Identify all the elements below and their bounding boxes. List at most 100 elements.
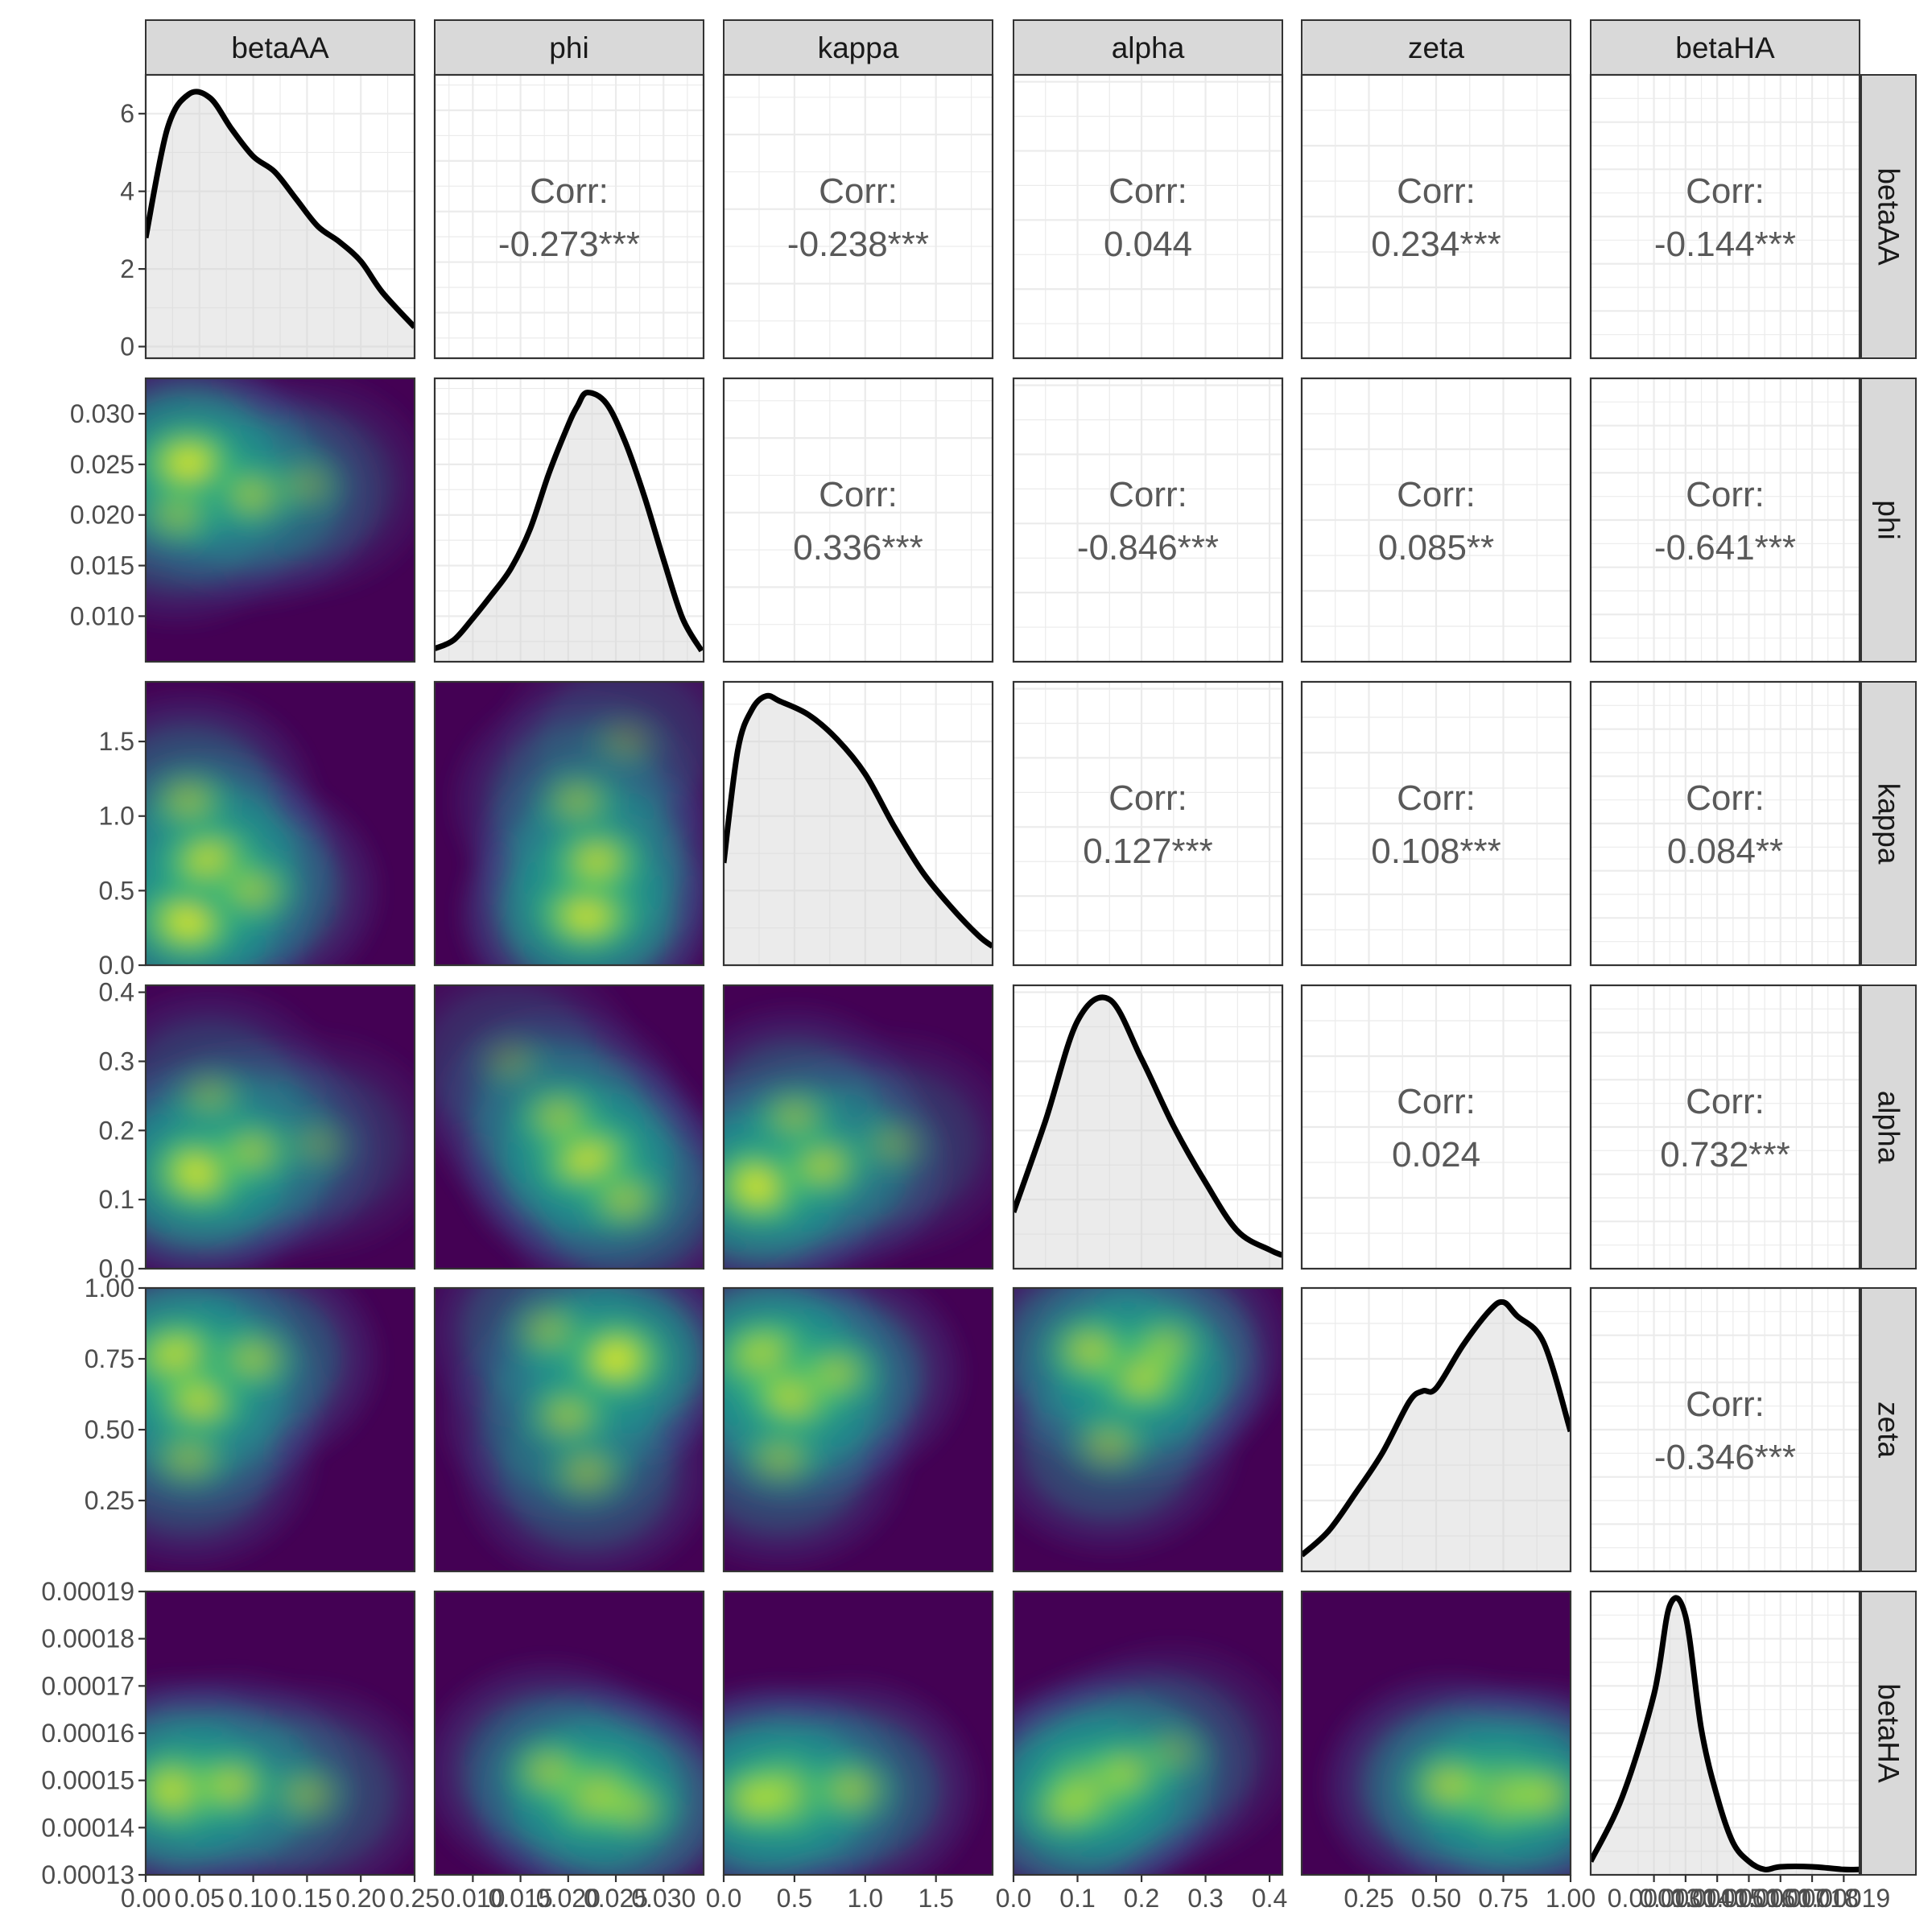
strip-right-label-betaAA: betaAA	[1872, 167, 1905, 266]
panel-border	[722, 377, 994, 663]
y-tick-label-alpha: 0.0	[99, 1254, 134, 1283]
panel-border	[1300, 984, 1572, 1270]
panel-border	[433, 73, 705, 360]
y-tick-label-alpha: 0.1	[99, 1185, 134, 1214]
strip-right-zeta	[1860, 1287, 1917, 1572]
x-tick-label-kappa: 1.5	[918, 1884, 953, 1913]
y-tick-label-phi: 0.015	[70, 551, 134, 580]
panel-betaHA-alpha	[1012, 1590, 1284, 1876]
y-tick-label-phi: 0.010	[70, 601, 134, 630]
x-tick-label-betaHA: 0.00016	[1703, 1884, 1796, 1913]
strip-top-label-betaHA: betaHA	[1675, 31, 1775, 64]
panel-phi-alpha: Corr: -0.846***	[1012, 377, 1284, 663]
y-tick-label-betaHA: 0.00016	[41, 1719, 134, 1748]
panel-alpha-phi	[433, 984, 705, 1270]
x-tick-label-alpha: 0.1	[1059, 1884, 1095, 1913]
y-tick-label-alpha: 0.3	[99, 1046, 134, 1075]
panel-betaHA-betaAA	[144, 1590, 416, 1876]
panel-betaAA-betaHA: Corr: -0.144***	[1589, 73, 1861, 360]
corr-value-betaAA-phi: -0.273***	[498, 225, 640, 264]
panel-border	[1589, 680, 1861, 967]
y-tick-label-betaHA: 0.00018	[41, 1624, 134, 1653]
x-tick-label-betaHA: 0.00018	[1765, 1884, 1859, 1913]
density-peak	[733, 1068, 856, 1166]
y-tick-label-phi: 0.025	[70, 450, 134, 479]
panel-border	[144, 377, 416, 663]
corr-label: Corr:	[1686, 171, 1765, 211]
density-peak	[1105, 1296, 1228, 1393]
y-tick-label-betaHA: 0.00013	[41, 1860, 134, 1889]
density-peak	[573, 1760, 696, 1857]
x-tick-label-betaAA: 0.10	[228, 1884, 278, 1913]
corr-value-betaAA-alpha: 0.044	[1104, 225, 1192, 264]
panel-kappa-betaHA: Corr: 0.084**	[1589, 680, 1861, 967]
density-line-betaHA	[1591, 1595, 1860, 1873]
density-peak	[456, 1018, 567, 1105]
panel-border	[1012, 1286, 1284, 1573]
corr-label: Corr:	[1108, 475, 1187, 514]
density-line-phi	[435, 390, 704, 653]
density-area-phi	[435, 392, 702, 662]
strip-top-phi	[434, 19, 704, 76]
density-peak	[146, 466, 240, 564]
y-tick-label-zeta: 1.00	[85, 1274, 134, 1302]
panel-phi-kappa: Corr: 0.336***	[722, 377, 994, 663]
corr-value-phi-zeta: 0.085**	[1378, 528, 1494, 568]
density-peak	[724, 1410, 842, 1507]
x-tick-label-alpha: 0.0	[996, 1884, 1031, 1913]
corr-value-phi-betaHA: -0.641***	[1654, 528, 1796, 568]
panel-betaHA-zeta	[1300, 1590, 1572, 1876]
panel-betaHA-kappa	[722, 1590, 994, 1876]
density-area-betaAA	[146, 91, 415, 358]
density-peak	[1048, 1395, 1171, 1492]
x-tick-label-betaAA: 0.25	[390, 1884, 440, 1913]
panel-border	[433, 377, 705, 663]
corr-value-alpha-zeta: 0.024	[1392, 1135, 1480, 1174]
y-tick-label-kappa: 0.5	[99, 876, 134, 905]
y-tick-label-zeta: 0.75	[85, 1344, 134, 1373]
corr-label: Corr:	[1686, 475, 1765, 514]
density-line-kappa	[724, 692, 993, 949]
corr-label: Corr:	[1686, 1082, 1765, 1121]
x-tick-label-kappa: 0.5	[777, 1884, 812, 1913]
corr-value-kappa-zeta: 0.108***	[1371, 832, 1501, 871]
density-area-betaHA	[1591, 1597, 1860, 1875]
panel-betaAA-kappa: Corr: -0.238***	[722, 73, 994, 360]
strip-top-label-kappa: kappa	[818, 31, 899, 64]
corr-label: Corr:	[1108, 778, 1187, 818]
y-tick-label-alpha: 0.4	[99, 978, 134, 1007]
panel-kappa-betaAA	[144, 680, 416, 967]
density-peak	[561, 1149, 690, 1251]
panel-betaAA-phi: Corr: -0.273***	[433, 73, 705, 360]
panel-border	[1300, 1286, 1572, 1573]
density-peak	[250, 440, 364, 530]
corr-label: Corr:	[819, 171, 898, 211]
corr-value-betaAA-kappa: -0.238***	[787, 225, 929, 264]
density-peak	[786, 1739, 916, 1841]
strip-right-label-kappa: kappa	[1872, 783, 1905, 865]
panel-border	[1300, 680, 1572, 967]
panel-betaAA-betaAA	[144, 73, 416, 360]
corr-label: Corr:	[1397, 778, 1476, 818]
panel-phi-betaHA: Corr: -0.641***	[1589, 377, 1861, 663]
corr-value-betaAA-zeta: 0.234***	[1371, 225, 1501, 264]
x-tick-label-phi: 0.015	[489, 1884, 553, 1913]
panel-zeta-zeta	[1300, 1286, 1572, 1573]
density-line-alpha	[1013, 994, 1282, 1258]
panel-betaHA-betaHA	[1589, 1590, 1861, 1876]
x-tick-label-alpha: 0.4	[1252, 1884, 1287, 1913]
panel-border	[144, 680, 416, 967]
corr-label: Corr:	[1686, 1385, 1765, 1424]
y-tick-label-betaAA: 6	[120, 99, 134, 128]
strip-right-phi	[1860, 378, 1917, 663]
corr-value-betaAA-betaHA: -0.144***	[1654, 225, 1796, 264]
y-tick-label-betaHA: 0.00015	[41, 1766, 134, 1795]
panel-kappa-alpha: Corr: 0.127***	[1012, 680, 1284, 967]
panel-border	[1012, 73, 1284, 360]
density-peak	[772, 1322, 902, 1424]
y-tick-label-phi: 0.030	[70, 399, 134, 428]
corr-value-phi-alpha: -0.846***	[1077, 528, 1219, 568]
strip-top-alpha	[1013, 19, 1283, 76]
x-tick-label-phi: 0.025	[584, 1884, 648, 1913]
